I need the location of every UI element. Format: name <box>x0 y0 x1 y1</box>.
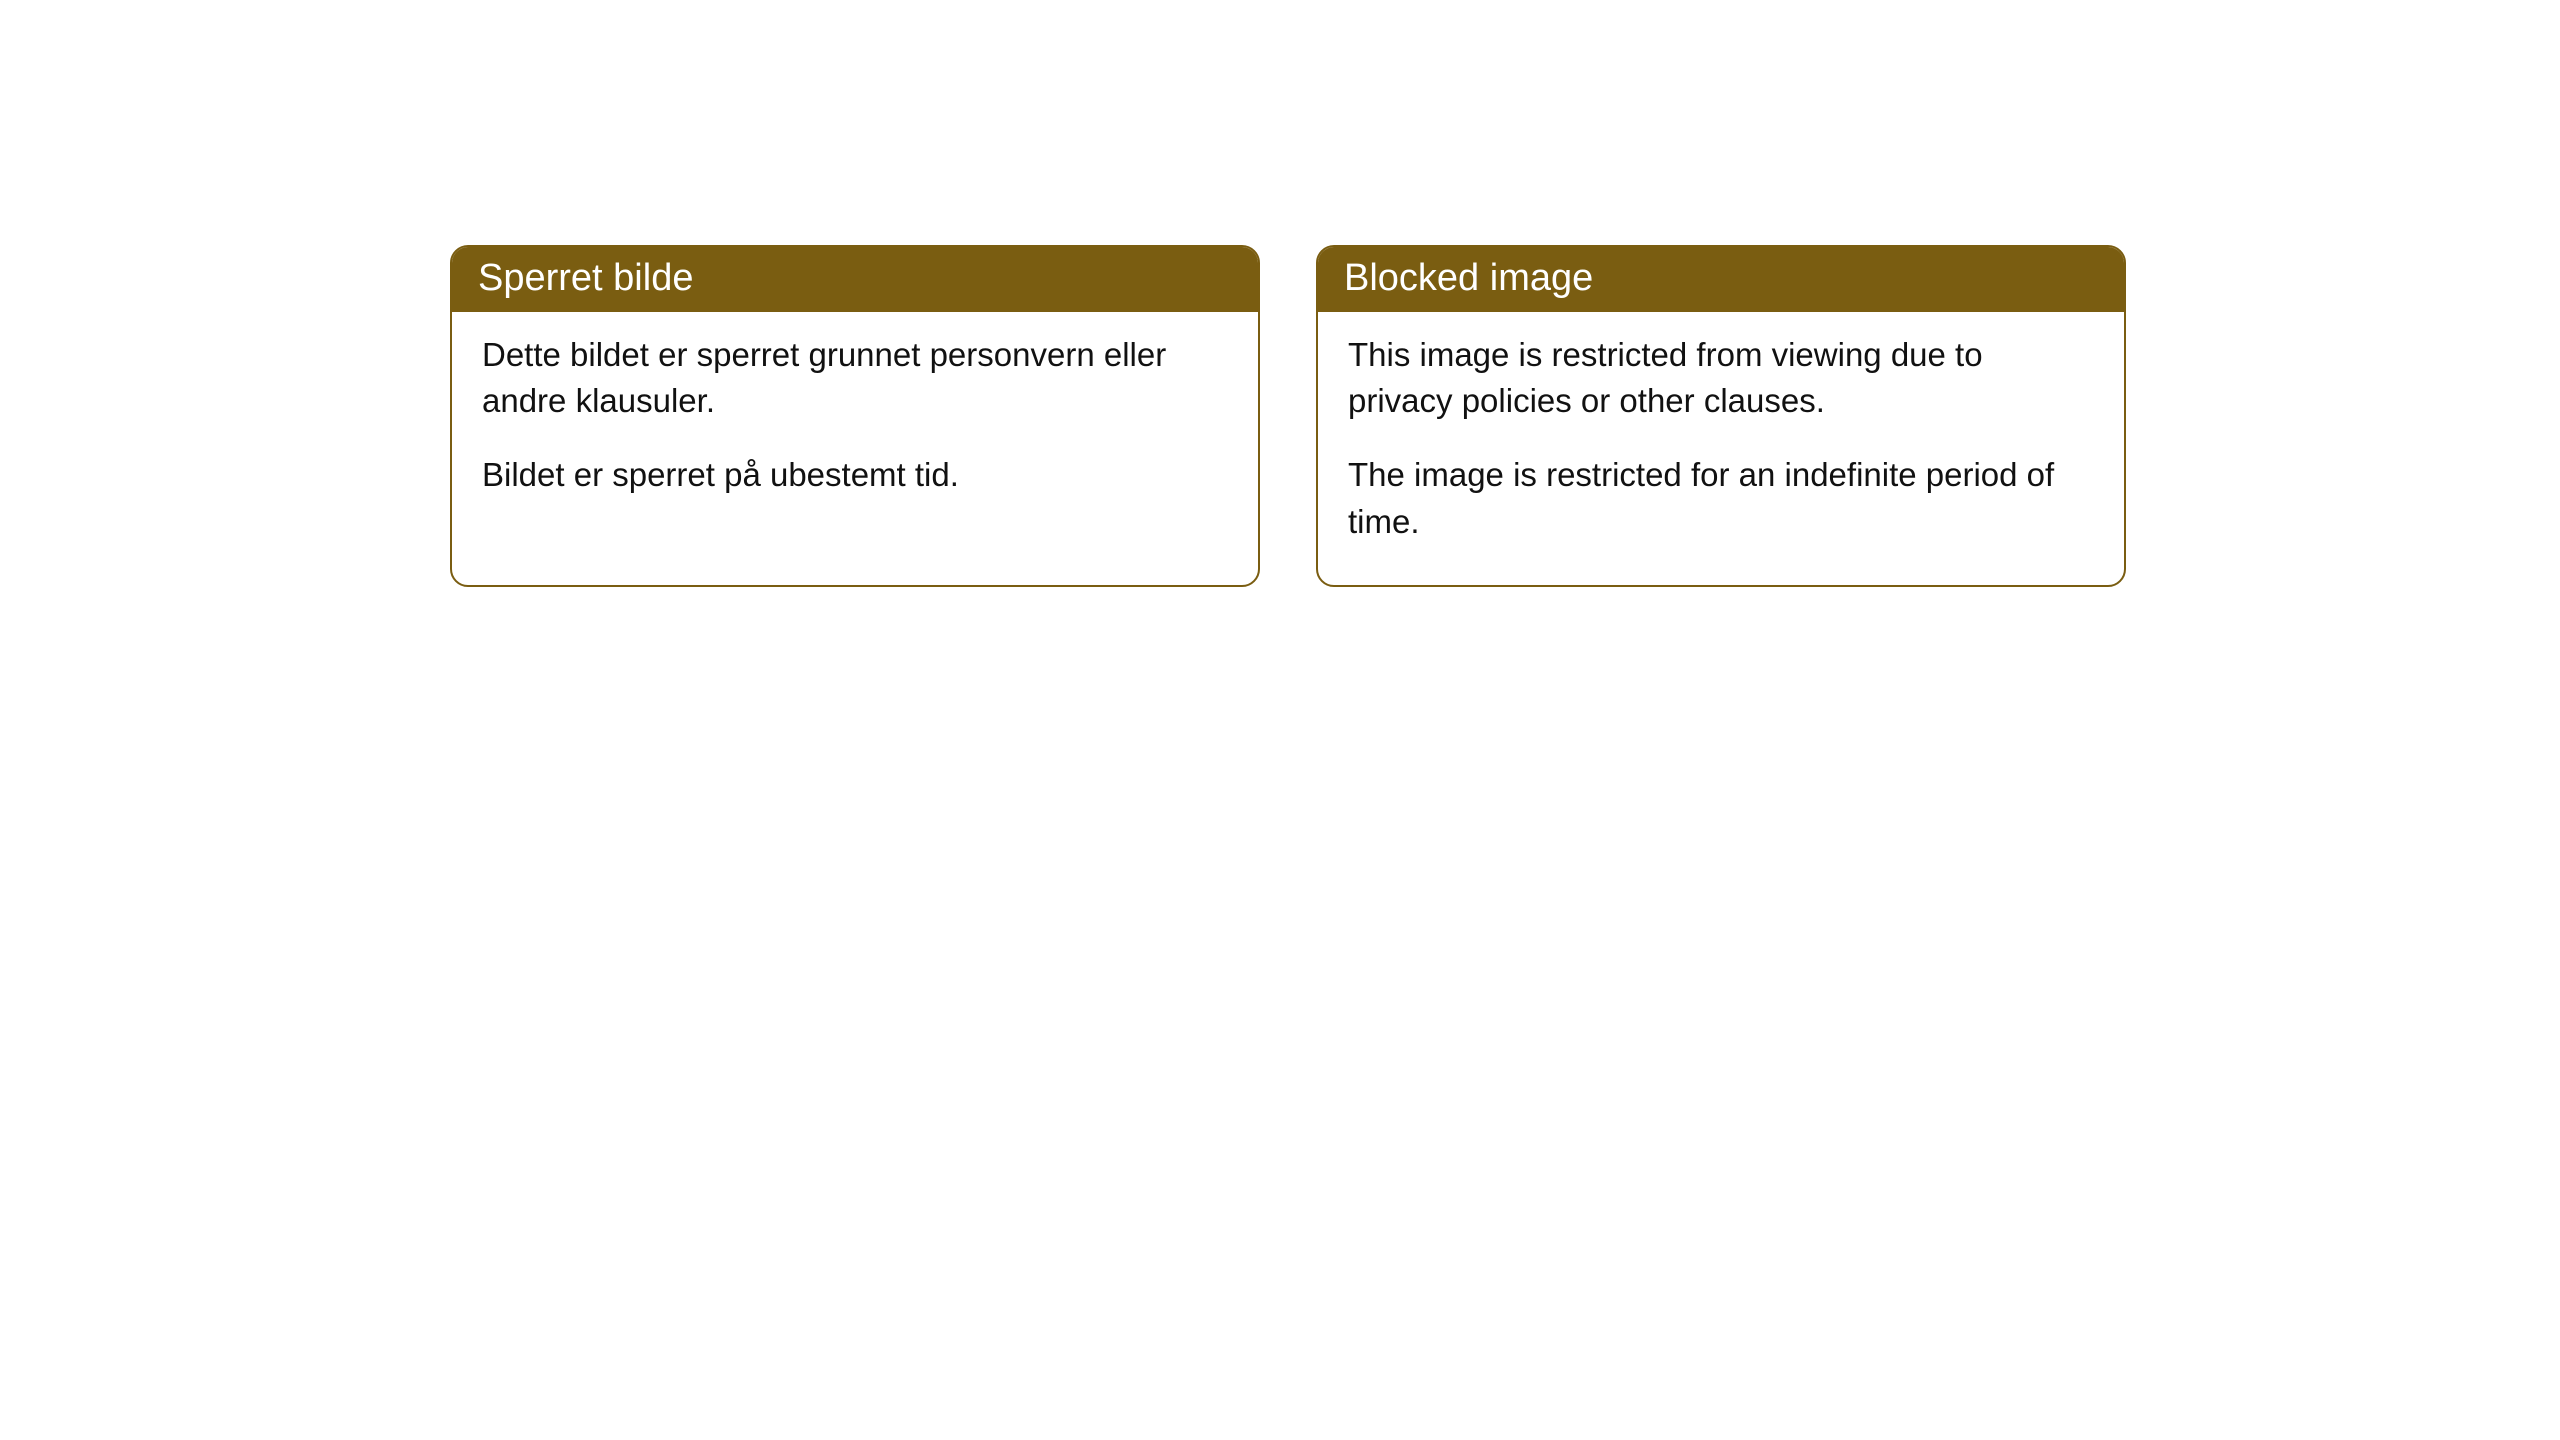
notice-paragraph: Bildet er sperret på ubestemt tid. <box>482 452 1228 498</box>
notice-container: Sperret bilde Dette bildet er sperret gr… <box>0 0 2560 587</box>
notice-title: Blocked image <box>1344 257 1593 299</box>
notice-title: Sperret bilde <box>478 257 693 299</box>
notice-body: Dette bildet er sperret grunnet personve… <box>452 312 1258 539</box>
notice-paragraph: The image is restricted for an indefinit… <box>1348 452 2094 544</box>
notice-card-english: Blocked image This image is restricted f… <box>1316 245 2126 587</box>
notice-paragraph: This image is restricted from viewing du… <box>1348 332 2094 424</box>
notice-header: Sperret bilde <box>452 247 1258 312</box>
notice-body: This image is restricted from viewing du… <box>1318 312 2124 585</box>
notice-paragraph: Dette bildet er sperret grunnet personve… <box>482 332 1228 424</box>
notice-header: Blocked image <box>1318 247 2124 312</box>
notice-card-norwegian: Sperret bilde Dette bildet er sperret gr… <box>450 245 1260 587</box>
